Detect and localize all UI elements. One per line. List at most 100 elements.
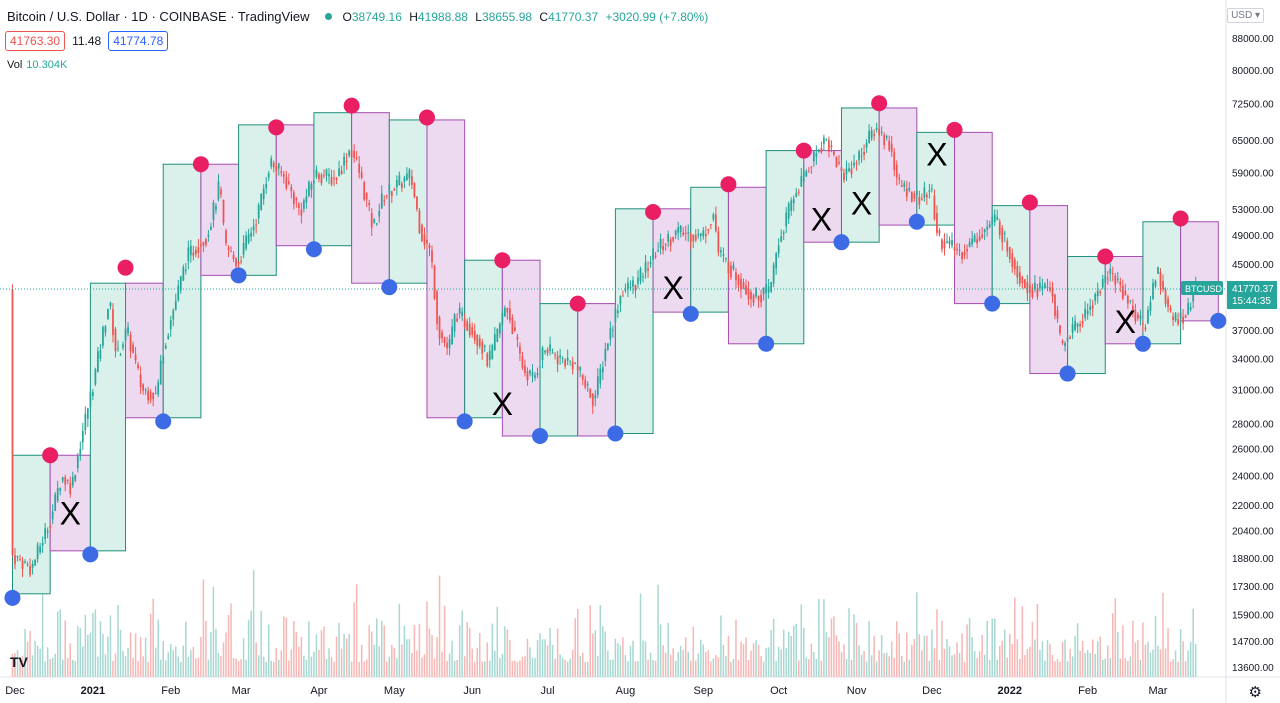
- candle-body: [496, 328, 499, 342]
- volume-bar: [677, 652, 679, 677]
- candle-body: [888, 140, 891, 150]
- volume-bar: [559, 654, 561, 677]
- time-tick-label: 2021: [81, 685, 105, 697]
- candle-body: [24, 561, 26, 563]
- volume-bar: [659, 624, 662, 677]
- volume-bar: [740, 641, 742, 677]
- candle-body: [770, 281, 773, 292]
- candle-body: [694, 234, 697, 241]
- volume-bar: [654, 660, 657, 677]
- candle-body: [451, 326, 453, 345]
- candle-body: [350, 150, 353, 158]
- candle-body: [594, 394, 597, 399]
- candle-body: [910, 191, 913, 202]
- volume-bar: [458, 625, 461, 677]
- volume-bar: [476, 647, 478, 677]
- volume-bar: [1184, 661, 1187, 677]
- candle-body: [606, 343, 609, 350]
- volume-bar: [792, 625, 795, 677]
- range-box: [162, 163, 202, 419]
- low-marker: [4, 589, 21, 606]
- candle-body: [320, 174, 323, 184]
- volume-bar: [544, 639, 546, 677]
- volume-bar: [828, 637, 830, 677]
- time-tick-label: Feb: [1078, 685, 1097, 697]
- currency-selector[interactable]: USD ▾: [1227, 8, 1264, 23]
- candle-body: [1031, 287, 1034, 297]
- volume-bar: [1076, 623, 1079, 677]
- volume-bar: [808, 659, 810, 677]
- candle-body: [1064, 342, 1066, 347]
- buy-button[interactable]: 41774.78: [108, 31, 169, 51]
- candle-body: [988, 224, 991, 228]
- candle-body: [948, 240, 951, 245]
- candle-body: [179, 276, 182, 291]
- candle-body: [559, 355, 562, 358]
- tradingview-logo-icon[interactable]: TV: [10, 654, 28, 670]
- close-value: 41770.37: [548, 9, 599, 24]
- range-box: [313, 112, 353, 247]
- time-axis[interactable]: Dec 2021 Feb Mar Apr May Jun Jul Aug Sep Oct Nov Dec…: [5, 685, 1168, 697]
- volume-bar: [700, 639, 702, 677]
- volume-bar: [175, 646, 177, 677]
- volume-bar: [1149, 652, 1152, 677]
- high-marker: [720, 176, 737, 193]
- volume-bar: [252, 570, 255, 677]
- volume-bar: [858, 645, 860, 677]
- time-tick-label: May: [384, 685, 405, 697]
- candle-body: [142, 384, 144, 391]
- candle-body: [69, 482, 72, 495]
- volume-bar: [358, 661, 360, 677]
- volume-bar: [765, 647, 767, 677]
- candle-body: [245, 235, 247, 249]
- volume-bar: [1071, 656, 1074, 677]
- candle-body: [49, 525, 52, 528]
- gear-icon[interactable]: ⚙: [1248, 684, 1262, 701]
- volume-bar: [353, 602, 355, 677]
- volume-bar: [986, 620, 988, 677]
- volume-bar: [880, 635, 883, 677]
- volume-bar: [767, 647, 770, 677]
- symbol-tag: [1181, 281, 1223, 296]
- volume-bar: [561, 657, 564, 677]
- volume-bar: [642, 640, 644, 677]
- candle-body: [1089, 306, 1092, 310]
- candle-body: [436, 291, 438, 324]
- candle-body: [647, 268, 649, 271]
- candle-body: [159, 360, 162, 385]
- volume-bar: [524, 656, 526, 677]
- candle-body: [237, 262, 240, 264]
- candle-body: [373, 218, 376, 224]
- candle-body: [835, 156, 838, 168]
- candle-body: [637, 277, 639, 284]
- volume-bar: [383, 625, 386, 677]
- candle-body: [649, 262, 652, 265]
- volume-bar: [182, 645, 185, 677]
- volume-bar: [664, 652, 667, 677]
- sell-button[interactable]: 41763.30: [5, 31, 66, 51]
- volume-bar: [863, 650, 865, 677]
- candle-body: [1034, 282, 1036, 289]
- candle-body: [102, 326, 104, 346]
- candle-body: [722, 254, 725, 256]
- candle-body: [717, 231, 720, 253]
- candle-body: [632, 280, 634, 287]
- candle-body: [1104, 275, 1107, 283]
- candle-body: [1054, 294, 1056, 317]
- volume-bar: [629, 646, 632, 677]
- candle-body: [968, 242, 971, 247]
- volume-bar: [408, 638, 411, 677]
- candle-body: [890, 143, 893, 152]
- volume-bar: [1061, 641, 1064, 677]
- close-label: C: [539, 9, 549, 24]
- symbol-title[interactable]: Bitcoin / U.S. Dollar · 1D · COINBASE · …: [7, 9, 310, 24]
- price-tick-label: 22000.00: [1232, 501, 1274, 512]
- price-tick-label: 24000.00: [1232, 472, 1274, 483]
- candle-body: [1003, 232, 1006, 235]
- volume-bar: [878, 650, 880, 677]
- high-marker: [871, 95, 888, 112]
- candle-body: [843, 172, 845, 181]
- price-axis[interactable]: 88000.00 80000.00 72500.00 65000.00 59000.00…: [1232, 34, 1274, 674]
- candle-body: [338, 168, 340, 176]
